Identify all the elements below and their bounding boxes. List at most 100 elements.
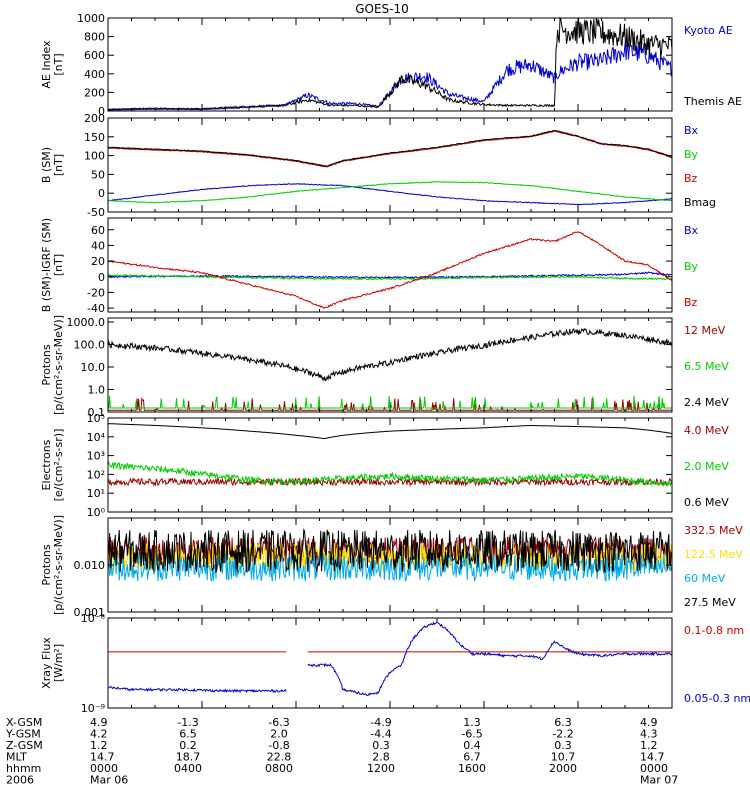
y-axis-label: [nT] bbox=[52, 154, 65, 176]
y-axis-label: [p/(cm²-s-sr-MeV)] bbox=[52, 315, 65, 415]
y-tick-label: 10¹ bbox=[87, 487, 105, 500]
footer-value: 6.3 bbox=[554, 716, 572, 729]
series-line-protons-2 bbox=[107, 327, 673, 382]
y-axis-label: [nT] bbox=[52, 53, 65, 75]
footer-value: -1.3 bbox=[177, 716, 198, 729]
footer-value: 0800 bbox=[265, 762, 293, 775]
footer-value: 2.0 bbox=[270, 728, 288, 741]
y-tick-label: -20 bbox=[87, 286, 105, 299]
legend-entry: Bx bbox=[684, 224, 699, 237]
legend-entry: 0.05-0.3 nm bbox=[684, 692, 750, 705]
footer-row-label: X-GSM bbox=[6, 716, 42, 729]
y-tick-label: 100.0 bbox=[74, 338, 106, 351]
footer-value: 1.2 bbox=[640, 739, 658, 752]
y-tick-label: 10⁻⁸ bbox=[81, 612, 106, 625]
footer-value: 0.4 bbox=[463, 739, 481, 752]
y-tick-label: 40 bbox=[91, 239, 105, 252]
y-axis-label: Xray Flux bbox=[40, 637, 53, 689]
y-tick-label: 800 bbox=[84, 31, 105, 44]
legend-entry: 332.5 MeV bbox=[684, 524, 743, 537]
legend-entry: 6.5 MeV bbox=[684, 360, 729, 373]
footer-value: 1.2 bbox=[90, 739, 108, 752]
series-line-bdiff-0 bbox=[107, 271, 673, 280]
y-axis-label: AE Index bbox=[40, 40, 53, 89]
footer-value: Mar 07 bbox=[640, 774, 678, 787]
footer-value: 0.2 bbox=[179, 739, 197, 752]
legend-entry: 0.6 MeV bbox=[684, 496, 729, 509]
footer-value: 22.8 bbox=[267, 751, 292, 764]
legend-entry: 12 MeV bbox=[684, 324, 726, 337]
y-tick-label: 200 bbox=[84, 112, 105, 125]
y-tick-label: 0.001 bbox=[74, 606, 106, 619]
y-tick-label: 200 bbox=[84, 86, 105, 99]
series-line-electrons-1 bbox=[107, 461, 673, 487]
series-line-electrons-2 bbox=[108, 423, 673, 440]
panel-xray: 10⁻⁹ 10⁻⁸ Xray Flux [W/m²] 0.1-0.8 nm 0.05-0.… bbox=[40, 612, 750, 715]
footer-value: 1.3 bbox=[463, 716, 481, 729]
footer-value: 0.3 bbox=[554, 739, 572, 752]
y-tick-label: -40 bbox=[87, 302, 105, 315]
legend-entry: 2.0 MeV bbox=[684, 460, 729, 473]
y-axis-label: Protons bbox=[40, 544, 53, 585]
legend-entry: 4.0 MeV bbox=[684, 424, 729, 437]
series-line-bdiff-2 bbox=[107, 231, 673, 310]
legend-entry: By bbox=[684, 260, 699, 273]
footer-value: -6.3 bbox=[268, 716, 289, 729]
y-tick-label: 10⁴ bbox=[87, 431, 106, 444]
footer-value: 18.7 bbox=[176, 751, 201, 764]
panel-hiprotons: 0.001 0.010 Protons [p/(cm²-s-sr-MeV)] 332.5… bbox=[40, 515, 743, 619]
series-line-electrons-0 bbox=[107, 476, 673, 488]
legend-entry: 2.4 MeV bbox=[684, 396, 729, 409]
y-tick-label: 1.0 bbox=[88, 383, 106, 396]
y-tick-label: 1000.0 bbox=[67, 316, 106, 329]
footer-row-label: Y-GSM bbox=[5, 728, 41, 741]
legend-entry: Bx bbox=[684, 124, 699, 137]
legend-entry: 122.5 MeV bbox=[684, 548, 743, 561]
y-axis-label: [W/m²] bbox=[52, 644, 65, 682]
y-axis-label: B (SM) bbox=[40, 147, 53, 183]
y-tick-label: 60 bbox=[91, 224, 105, 237]
y-tick-label: 0.010 bbox=[74, 559, 106, 572]
footer-value: -0.8 bbox=[268, 739, 289, 752]
y-axis-label: [nT] bbox=[52, 254, 65, 276]
series-line-xray-1 bbox=[107, 621, 673, 697]
footer-value: 4.2 bbox=[90, 728, 108, 741]
y-tick-label: -50 bbox=[87, 206, 105, 219]
y-tick-label: 50 bbox=[91, 168, 105, 181]
footer-value: 1200 bbox=[367, 762, 395, 775]
y-tick-label: 1000 bbox=[77, 12, 105, 25]
footer-value: -4.9 bbox=[370, 716, 391, 729]
y-axis-label: [p/(cm²-s-sr-MeV)] bbox=[52, 515, 65, 615]
legend-entry: Kyoto AE bbox=[684, 24, 733, 37]
legend-entry: By bbox=[684, 148, 699, 161]
footer-value: 14.7 bbox=[640, 751, 665, 764]
footer-value: 14.7 bbox=[90, 751, 115, 764]
footer-row-label: MLT bbox=[6, 751, 27, 764]
footer-row-label: 2006 bbox=[6, 774, 34, 787]
y-tick-label: 10.0 bbox=[81, 361, 106, 374]
y-axis-label: Electrons bbox=[40, 439, 53, 490]
legend-entry: 0.1-0.8 nm bbox=[684, 624, 744, 637]
footer-value: -6.5 bbox=[461, 728, 482, 741]
footer-value: 0000 bbox=[640, 762, 668, 775]
footer-value: 6.7 bbox=[463, 751, 481, 764]
y-tick-label: 600 bbox=[84, 49, 105, 62]
footer-value: 2.8 bbox=[372, 751, 390, 764]
panel-bdiff: -40 -20 0 20 40 60 B (SM)-IGRF (SM) [nT] Bx By Bz bbox=[40, 217, 699, 315]
series-line-bsm-3 bbox=[107, 129, 673, 167]
legend-entry: 27.5 MeV bbox=[684, 596, 736, 609]
footer-value: 4.9 bbox=[640, 716, 658, 729]
footer-value: 1600 bbox=[458, 762, 486, 775]
y-axis-label: B (SM)-IGRF (SM) bbox=[40, 218, 53, 312]
footer-row-label: Z-GSM bbox=[6, 739, 43, 752]
legend-entry: Bz bbox=[684, 172, 698, 185]
panel-frame bbox=[107, 117, 673, 213]
footer-value: -4.4 bbox=[370, 728, 391, 741]
y-tick-label: 0 bbox=[98, 105, 105, 118]
legend-entry: Bmag bbox=[684, 196, 716, 209]
footer-value: 6.5 bbox=[179, 728, 197, 741]
legend-entry: Themis AE bbox=[683, 95, 742, 108]
y-tick-label: 10³ bbox=[87, 450, 105, 463]
